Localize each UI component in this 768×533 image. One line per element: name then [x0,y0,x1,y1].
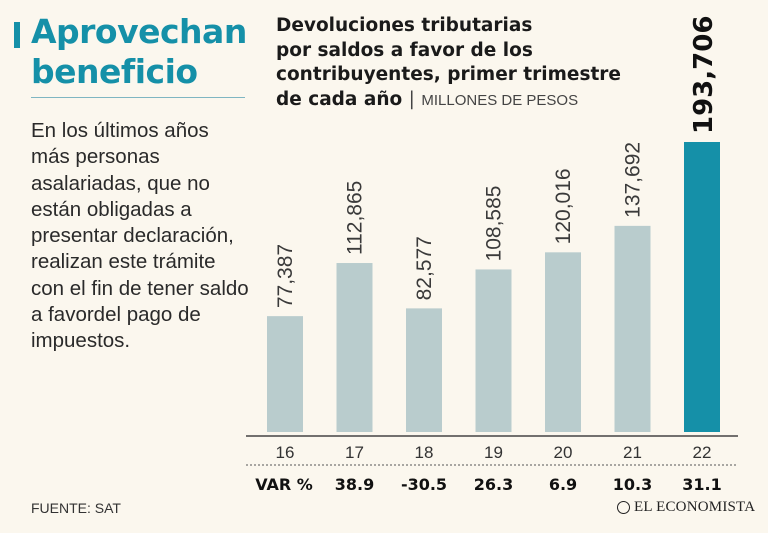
variation-18: -30.5 [401,475,447,494]
brand-name: EL ECONOMISTA [634,499,756,515]
bar-22 [684,142,720,432]
bar-20 [545,252,581,432]
title-separator: | [408,88,415,110]
headline-line-2: beneficio [31,52,198,91]
value-label-19: 108,585 [483,186,506,262]
blurb-text: En los últimos años más personas asalari… [31,119,249,353]
bar-16 [267,316,303,432]
value-label-16: 77,387 [274,244,297,308]
value-label-22: 193,706 [689,16,719,134]
source-note: FUENTE: SAT [31,500,121,516]
x-tick-label-20: 20 [554,443,573,462]
variation-19: 26.3 [474,475,513,494]
x-tick-label-16: 16 [276,443,295,462]
chart-title: Devoluciones tributarias por saldos a fa… [276,14,676,113]
bar-18 [406,308,442,432]
chart-title-line-1: Devoluciones tributarias [276,15,533,36]
variation-21: 10.3 [613,475,652,494]
value-label-21: 137,692 [622,142,645,218]
chart-title-line-3: contribuyentes, primer trimestre [276,64,621,85]
brand-icon [617,501,630,514]
x-tick-label-19: 19 [484,443,503,462]
accent-bar [14,22,20,48]
chart-unit: MILLONES DE PESOS [421,91,579,109]
chart-title-year-text: de cada año [276,88,403,110]
bar-21 [614,225,651,432]
variation-row-label: VAR % [255,475,313,494]
variation-17: 38.9 [335,475,374,494]
variation-20: 6.9 [549,475,577,494]
x-tick-label-21: 21 [623,443,642,462]
bar-19 [475,269,512,432]
x-tick-label-17: 17 [345,443,364,462]
variation-22: 31.1 [682,475,721,494]
chart-title-line-2: por saldos a favor de los [276,39,533,61]
chart-title-line-4: de cada año | MILLONES DE PESOS [276,88,676,114]
x-tick-label-22: 22 [693,443,712,462]
x-tick-label-18: 18 [415,443,434,462]
value-label-17: 112,865 [344,181,367,255]
headline-divider [31,97,245,98]
bar-17 [336,263,373,432]
value-label-20: 120,016 [552,168,575,244]
brand-logo: EL ECONOMISTA [617,499,755,516]
headline-line-1: Aprovechan [31,12,247,51]
headline: Aprovechan beneficio [31,12,251,92]
value-label-18: 82,577 [413,236,436,300]
